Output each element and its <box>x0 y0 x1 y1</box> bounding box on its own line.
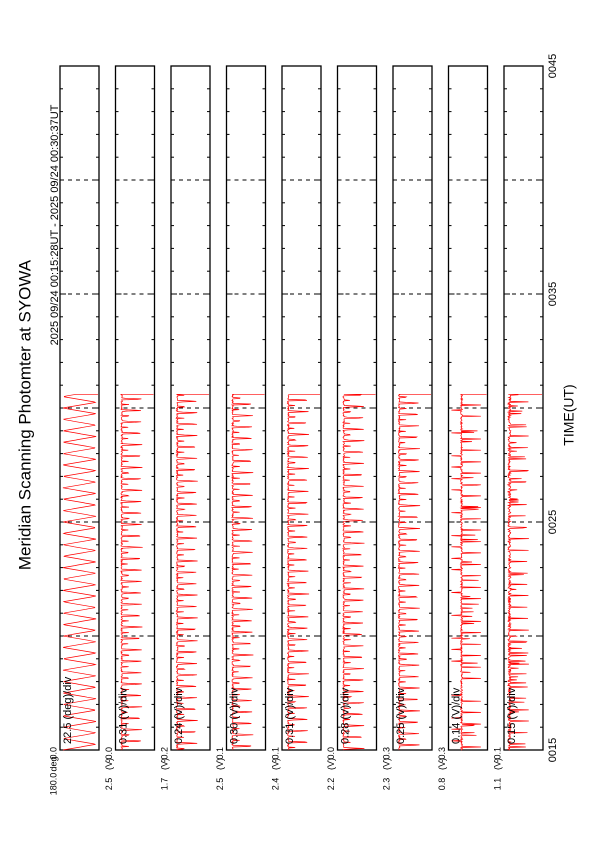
panel-1-bottom-value: 0.0 <box>48 747 58 760</box>
panel-3-top-value: 1.7 <box>159 778 169 791</box>
panel-5-bottom-value: -0.1 <box>270 747 280 763</box>
time-range-label: 2025 09/24 00:15:28UT - 2025 09/24 00:30… <box>49 104 61 345</box>
panel-2 <box>114 65 156 751</box>
panel-5-scale-label: 0.31 (V)/div <box>284 687 296 744</box>
x-tick-label: 0035 <box>547 282 559 306</box>
x-tick-label: 0045 <box>547 54 559 78</box>
panel-7-bottom-value: 0.3 <box>381 747 391 760</box>
panel-8-top-value: 0.8 <box>437 778 447 791</box>
panel-9-top-value: 1.1 <box>492 778 502 791</box>
panel-1-scale-label: 22.5 (deg)/div <box>62 676 74 744</box>
x-tick-label: 0015 <box>547 738 559 762</box>
text-layer: Meridian Scanning Photomter at SYOWA 202… <box>15 54 576 796</box>
panel-2-top-value: 2.5 <box>104 778 114 791</box>
chart-title: Meridian Scanning Photomter at SYOWA <box>15 259 34 570</box>
panel-4-unit: (V) <box>215 758 225 770</box>
panel-2-bottom-value: -0.0 <box>104 747 114 763</box>
panel-2-trace <box>119 393 154 751</box>
panel-4-scale-label: 0.30 (V)/div <box>228 687 240 744</box>
panel-5-trace <box>286 393 320 751</box>
panel-1 <box>59 65 100 751</box>
panel-4 <box>225 65 267 751</box>
panel-6 <box>336 65 378 751</box>
panel-9-trace <box>506 393 542 751</box>
panel-7-scale-label: 0.25 (V)/div <box>395 687 407 744</box>
panel-4-bottom-value: 0.1 <box>215 747 225 760</box>
panel-7 <box>392 65 433 751</box>
x-tick-label: 0025 <box>547 510 559 534</box>
panel-2-scale-label: 0.31 (V)/div <box>117 687 129 744</box>
panel-6-trace <box>341 393 376 751</box>
panel-5-top-value: 2.4 <box>270 778 280 791</box>
panel-3-bottom-value: -0.2 <box>159 747 169 763</box>
panel-8-bottom-value: -0.3 <box>437 747 447 763</box>
panel-5 <box>281 65 322 751</box>
panel-7-trace <box>397 393 431 751</box>
panel-3 <box>170 65 211 751</box>
panels-group <box>59 65 544 751</box>
x-axis-label: TIME(UT) <box>561 384 577 445</box>
panel-9-unit: (V) <box>492 758 502 770</box>
panel-1-trace <box>62 393 98 751</box>
panel-4-top-value: 2.5 <box>215 778 225 791</box>
panel-8-trace <box>451 393 487 751</box>
panel-8 <box>447 65 489 751</box>
panel-1-top-value: 180.0 <box>48 773 58 796</box>
panel-9 <box>503 65 544 751</box>
panel-3-scale-label: 0.24 (V)/div <box>173 687 185 744</box>
panel-7-unit: (V) <box>381 758 391 770</box>
panel-2-unit: (V) <box>104 758 114 770</box>
panel-7-top-value: 2.3 <box>381 778 391 791</box>
panel-8-scale-label: 0.14 (V)/div <box>450 687 462 744</box>
panel-9-bottom-value: -0.1 <box>492 747 502 763</box>
panel-6-unit: (V) <box>326 758 336 770</box>
panel-1-unit: deg <box>48 756 58 771</box>
panel-8-unit: (V) <box>437 758 447 770</box>
panel-4-trace <box>230 393 265 751</box>
panel-9-scale-label: 0.15 (V)/div <box>506 687 518 744</box>
panel-3-unit: (V) <box>159 758 169 770</box>
panel-6-bottom-value: 0.0 <box>326 747 336 760</box>
panel-3-trace <box>175 393 209 751</box>
panel-6-top-value: 2.2 <box>326 778 336 791</box>
panel-6-scale-label: 0.28 (V)/div <box>339 687 351 744</box>
panel-5-unit: (V) <box>270 758 280 770</box>
